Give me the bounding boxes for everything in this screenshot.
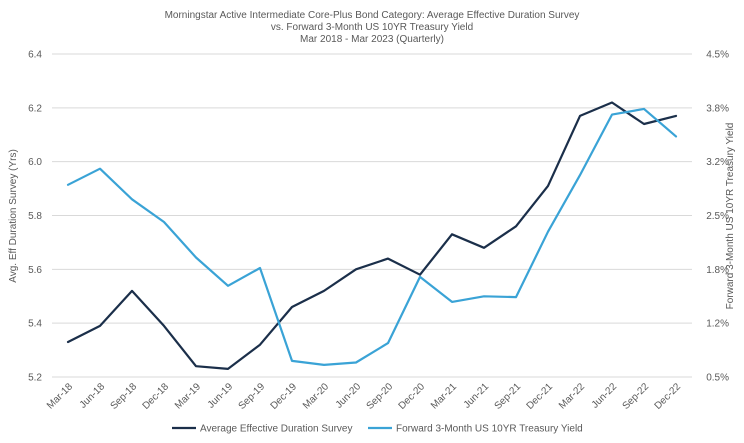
left-tick-label: 5.8 — [28, 211, 42, 222]
left-axis-ticks: 5.2 5.4 5.6 5.8 6.0 6.2 6.4 — [28, 50, 42, 384]
x-tick-label: Sep-20 — [365, 381, 396, 412]
x-tick-label: Mar-20 — [301, 381, 331, 411]
x-tick-label: Dec-21 — [525, 381, 556, 412]
right-tick-label: 1.8% — [706, 265, 729, 276]
right-tick-label: 4.5% — [706, 50, 729, 61]
x-tick-label: Sep-18 — [109, 381, 140, 412]
left-tick-label: 5.2 — [28, 373, 42, 384]
left-axis-title: Avg. Eff Duration Survey (Yrs) — [8, 149, 19, 283]
gridlines — [52, 53, 692, 378]
legend-label-2: Forward 3-Month US 10YR Treasury Yield — [396, 424, 583, 435]
x-tick-label: Mar-21 — [429, 381, 459, 411]
x-tick-label: Jun-20 — [334, 381, 364, 411]
right-tick-label: 0.5% — [706, 373, 729, 384]
chart-title: Morningstar Active Intermediate Core-Plu… — [165, 10, 580, 45]
x-tick-label: Jun-19 — [206, 381, 236, 411]
x-tick-label: Mar-19 — [173, 381, 203, 411]
x-tick-label: Sep-19 — [237, 381, 268, 412]
left-tick-label: 5.4 — [28, 319, 42, 330]
left-tick-label: 6.4 — [28, 50, 42, 61]
left-tick-label: 5.6 — [28, 265, 42, 276]
legend-label-1: Average Effective Duration Survey — [200, 424, 353, 435]
x-tick-label: Jun-18 — [78, 381, 108, 411]
x-tick-label: Jun-22 — [590, 381, 620, 411]
x-tick-label: Jun-21 — [462, 381, 492, 411]
x-tick-label: Dec-19 — [269, 381, 300, 412]
right-tick-label: 1.2% — [706, 319, 729, 330]
legend: Average Effective Duration Survey Forward… — [172, 424, 583, 435]
right-axis-title: Forward 3-Month US 10YR Treasury Yield — [725, 123, 736, 310]
x-tick-label: Dec-18 — [141, 381, 172, 412]
left-tick-label: 6.2 — [28, 103, 42, 114]
series-line-2 — [66, 107, 678, 366]
chart-title-line-1: Morningstar Active Intermediate Core-Plu… — [165, 10, 580, 21]
x-tick-label: Sep-22 — [621, 381, 652, 412]
right-axis-ticks: 0.5% 1.2% 1.8% 2.5% 3.2% 3.8% 4.5% — [706, 50, 729, 384]
x-tick-label: Mar-22 — [557, 381, 587, 411]
chart-title-line-2: vs. Forward 3-Month US 10YR Treasury Yie… — [271, 22, 473, 33]
right-tick-label: 3.2% — [706, 157, 729, 168]
right-tick-label: 3.8% — [706, 103, 729, 114]
x-tick-label: Mar-18 — [45, 381, 75, 411]
x-tick-label: Sep-21 — [493, 381, 524, 412]
x-axis-ticks: Mar-18 Jun-18 Sep-18 Dec-18 Mar-19 Jun-19 Sep-… — [45, 381, 683, 412]
x-tick-label: Dec-22 — [653, 381, 684, 412]
series-line-1 — [66, 101, 678, 370]
chart-title-line-3: Mar 2018 - Mar 2023 (Quarterly) — [300, 34, 444, 45]
x-tick-label: Dec-20 — [397, 381, 428, 412]
left-tick-label: 6.0 — [28, 157, 42, 168]
right-tick-label: 2.5% — [706, 211, 729, 222]
series-lines — [66, 101, 678, 370]
